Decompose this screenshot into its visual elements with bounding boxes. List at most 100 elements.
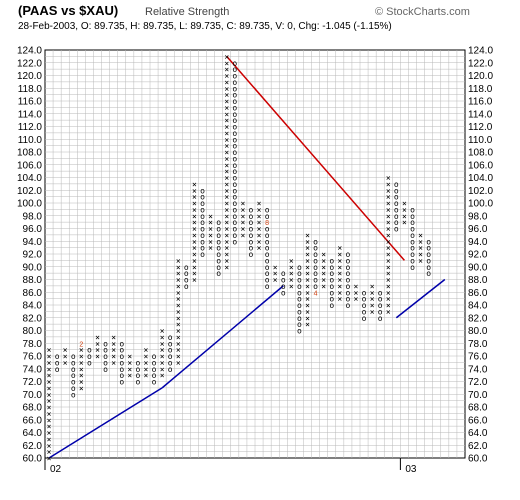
o-box: o <box>135 358 140 367</box>
x-box: × <box>240 225 245 234</box>
o-box: o <box>378 288 383 297</box>
support-trendline <box>395 278 446 319</box>
x-box: × <box>192 225 197 234</box>
y-tick-label-right: 68.0 <box>468 403 488 414</box>
o-box: o <box>410 256 415 265</box>
x-box: × <box>240 212 245 221</box>
y-tick-label-left: 80.0 <box>23 326 43 337</box>
o-box: o <box>394 180 399 189</box>
y-tick-label-left: 64.0 <box>23 428 43 439</box>
chart-subtitle: Relative Strength <box>145 6 229 18</box>
o-box: o <box>232 186 237 195</box>
o-box: o <box>152 378 157 387</box>
x-box: × <box>224 78 229 87</box>
o-box: o <box>200 231 205 240</box>
x-box: × <box>386 225 391 234</box>
x-box: × <box>354 288 359 297</box>
x-box: × <box>192 180 197 189</box>
o-box: o <box>281 276 286 285</box>
y-tick-label-right: 94.0 <box>468 237 488 248</box>
x-box: × <box>224 142 229 151</box>
x-box: × <box>160 346 165 355</box>
x-box: × <box>224 52 229 61</box>
o-box: o <box>426 244 431 253</box>
x-box: × <box>289 256 294 265</box>
x-box: × <box>224 129 229 138</box>
y-tick-label-right: 78.0 <box>468 339 488 350</box>
x-box: × <box>224 205 229 214</box>
o-box: o <box>184 263 189 272</box>
o-box: o <box>345 276 350 285</box>
x-box: × <box>111 352 116 361</box>
x-box: × <box>305 256 310 265</box>
o-box: o <box>313 250 318 259</box>
x-box: × <box>305 307 310 316</box>
x-box: × <box>192 244 197 253</box>
o-box: o <box>329 288 334 297</box>
y-tick-label-right: 86.0 <box>468 288 488 299</box>
x-box: × <box>321 263 326 272</box>
x-box: × <box>111 333 116 342</box>
x-box: × <box>386 174 391 183</box>
o-box: o <box>216 269 221 278</box>
o-box: o <box>168 333 173 342</box>
x-box: × <box>257 199 262 208</box>
x-box: × <box>47 390 52 399</box>
x-box: × <box>386 250 391 259</box>
o-box: o <box>216 250 221 259</box>
x-box: × <box>337 282 342 291</box>
o-box: o <box>232 72 237 81</box>
o-box: o <box>71 365 76 374</box>
y-tick-label-right: 84.0 <box>468 301 488 312</box>
o-box: o <box>168 352 173 361</box>
x-box: × <box>289 263 294 272</box>
x-box: × <box>418 237 423 246</box>
o-box: o <box>313 263 318 272</box>
o-box: o <box>345 301 350 310</box>
o-box: o <box>232 65 237 74</box>
y-tick-label-right: 108.0 <box>468 148 493 159</box>
x-box: × <box>79 365 84 374</box>
x-box: × <box>47 384 52 393</box>
x-box: × <box>386 212 391 221</box>
y-tick-label-left: 76.0 <box>23 352 43 363</box>
o-box: o <box>297 320 302 329</box>
x-box: × <box>386 231 391 240</box>
x-box: × <box>192 218 197 227</box>
o-box: o <box>265 282 270 291</box>
y-tick-label-left: 90.0 <box>23 262 43 273</box>
o-box: o <box>394 186 399 195</box>
x-box: × <box>305 263 310 272</box>
o-box: o <box>249 218 254 227</box>
o-box: o <box>281 288 286 297</box>
x-box: × <box>370 282 375 291</box>
x-box: × <box>289 276 294 285</box>
y-tick-label-right: 120.0 <box>468 71 493 82</box>
o-box: o <box>232 84 237 93</box>
o-box: o <box>394 199 399 208</box>
x-box: × <box>47 441 52 450</box>
x-box: × <box>127 365 132 374</box>
price-info: 28-Feb-2003, O: 89.735, H: 89.735, L: 89… <box>18 21 392 32</box>
o-box: o <box>410 205 415 214</box>
x-box: × <box>176 295 181 304</box>
o-box: o <box>232 237 237 246</box>
o-box: o <box>410 237 415 246</box>
o-box: o <box>362 301 367 310</box>
o-box: o <box>265 225 270 234</box>
o-box: o <box>313 237 318 246</box>
x-box: × <box>402 218 407 227</box>
o-box: o <box>329 276 334 285</box>
o-box: o <box>119 371 124 380</box>
x-box: × <box>176 339 181 348</box>
o-box: o <box>329 295 334 304</box>
o-box: o <box>297 263 302 272</box>
o-box: o <box>297 307 302 316</box>
o-box: o <box>265 212 270 221</box>
x-box: × <box>224 256 229 265</box>
o-box: o <box>378 307 383 316</box>
y-tick-label-right: 112.0 <box>468 122 493 133</box>
o-box: o <box>362 295 367 304</box>
o-box: o <box>329 301 334 310</box>
o-box: o <box>265 276 270 285</box>
